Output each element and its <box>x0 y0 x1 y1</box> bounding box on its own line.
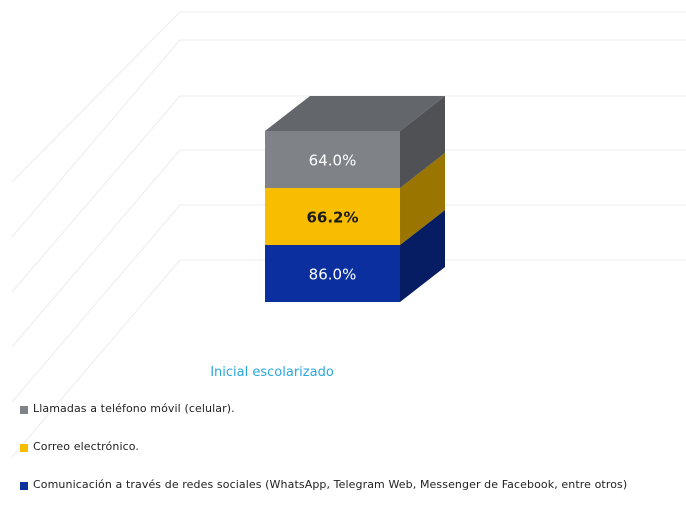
legend-item: Comunicación a través de redes sociales … <box>20 476 686 496</box>
value-label: 64.0% <box>309 152 357 170</box>
bar-segment-side <box>400 153 445 245</box>
bar-segment <box>265 96 445 188</box>
legend-swatch <box>20 482 28 490</box>
legend-label: Comunicación a través de redes sociales … <box>33 478 628 491</box>
bar-segment <box>265 210 445 302</box>
value-label: 66.2% <box>306 209 358 227</box>
value-label: 86.0% <box>309 266 357 284</box>
category-label: Inicial escolarizado <box>210 365 334 380</box>
legend-label: Llamadas a teléfono móvil (celular). <box>33 402 235 415</box>
legend-item: Correo electrónico. <box>20 438 686 458</box>
chart: 86.0% 66.2% 64.0% Inicial escolarizado <box>11 11 686 458</box>
legend-label: Correo electrónico. <box>33 440 139 453</box>
legend-item: Llamadas a teléfono móvil (celular). <box>20 400 686 420</box>
bar-segment-front <box>265 245 400 302</box>
value-labels: 86.0% 66.2% 64.0% <box>306 152 358 284</box>
bar-top <box>265 96 445 131</box>
gridline-diagonal <box>11 95 181 293</box>
bar-segment-front <box>265 188 400 245</box>
bar-segment-side <box>400 96 445 188</box>
bar-segment-front <box>265 131 400 188</box>
gridline-diagonal <box>11 149 181 348</box>
bar-segment-side <box>400 210 445 302</box>
gridline-diagonal <box>11 39 181 238</box>
gridline-diagonal <box>11 204 181 403</box>
legend: Llamadas a teléfono móvil (celular). Corr… <box>20 400 686 514</box>
bar-stack <box>265 96 445 302</box>
gridline-diagonal <box>11 11 181 183</box>
bar-segment <box>265 153 445 245</box>
legend-swatch <box>20 444 28 452</box>
legend-swatch <box>20 406 28 414</box>
gridline-diagonal <box>11 259 181 458</box>
